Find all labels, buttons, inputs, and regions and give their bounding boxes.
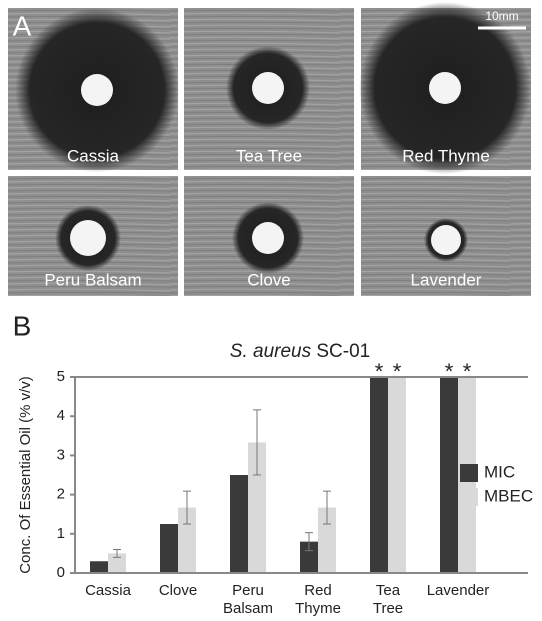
chart-title: S. aureus SC-01 [230,341,370,362]
photo-label: Tea Tree [236,146,302,165]
bar [388,377,406,573]
bar [108,553,126,573]
bar [440,377,458,573]
x-tick-label: Clove [159,582,197,599]
legend-label: MIC [484,462,515,481]
significance-marker: * [445,359,454,384]
error-bar [305,532,313,552]
disc [81,74,113,106]
panel-label: A [13,10,32,41]
disc [429,72,461,104]
legend-label: MBEC [484,486,533,505]
disc [252,222,284,254]
x-tick-label: Lavender [427,582,490,599]
x-tick-label: Tea Tree [373,582,403,617]
y-tick-label: 4 [57,407,65,424]
bar [248,442,266,573]
disc [70,220,106,256]
bar [178,507,196,573]
bar [370,377,388,573]
y-tick-label: 1 [57,525,65,542]
error-bar [113,548,121,558]
error-bar [183,490,191,525]
significance-marker: * [375,359,384,384]
bar [318,507,336,573]
bar [160,524,178,573]
bar [90,561,108,573]
disc [431,225,461,255]
y-tick-label: 5 [57,368,65,385]
error-bar [323,490,331,525]
legend-swatch [460,488,478,506]
photo-label: Cassia [67,146,120,165]
photo-label: Peru Balsam [44,270,141,289]
significance-marker: * [463,359,472,384]
x-tick-label: Peru Balsam [223,582,273,617]
y-tick-label: 0 [57,564,65,581]
disc [252,72,284,104]
photo-label: Red Thyme [402,146,490,165]
y-axis-label: Conc. Of Essential Oil (% v/v) [17,376,34,574]
bar [300,541,318,573]
bar [230,475,248,573]
x-tick-label: Cassia [85,582,132,599]
photo-panel: 10mm A Cassia Tea Tree Red Thyme Peru Ba… [8,2,531,296]
significance-marker: * [393,359,402,384]
error-bar [253,409,261,476]
photo-label: Clove [247,270,290,289]
y-tick-label: 2 [57,486,65,503]
legend-swatch [460,464,478,482]
y-tick-label: 3 [57,446,65,463]
panel-label: B [13,310,32,341]
scale-bar-label: 10mm [485,9,518,23]
x-tick-label: Red Thyme [295,582,341,617]
photo-label: Lavender [411,270,482,289]
